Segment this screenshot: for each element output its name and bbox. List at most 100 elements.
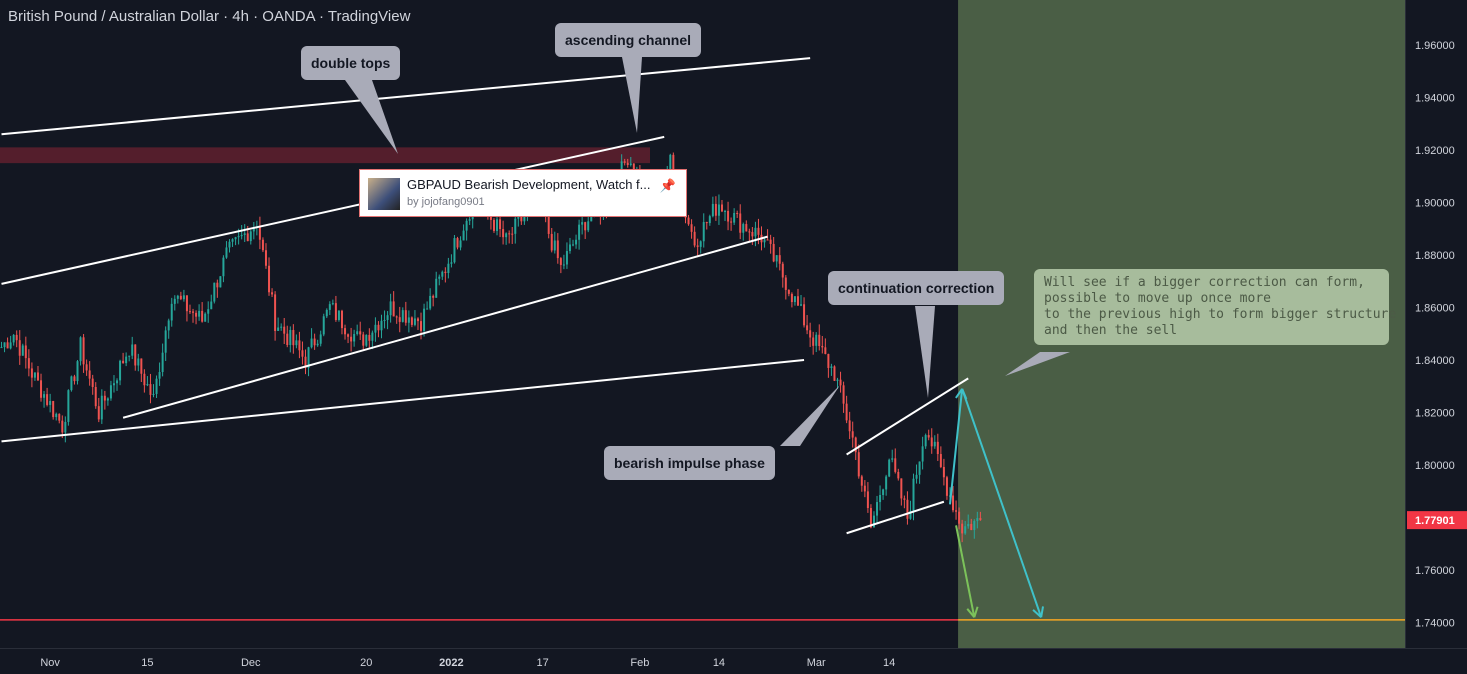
price-tick-label: 1.84000 <box>1415 355 1455 367</box>
candle-body <box>854 437 857 453</box>
candle-body <box>182 295 185 300</box>
projection-cyan-up <box>948 388 964 505</box>
candle-body <box>912 478 915 511</box>
candle-body <box>401 310 404 322</box>
projection-cyan-down <box>961 388 1043 618</box>
candle-body <box>763 239 766 243</box>
candle-body <box>362 334 365 346</box>
candle-body <box>517 215 520 219</box>
candle-body <box>243 233 246 235</box>
current-price-tag <box>1407 511 1467 530</box>
candle-body <box>784 277 787 290</box>
candle-body <box>43 394 46 398</box>
candle-body <box>88 370 91 379</box>
pin-icon[interactable]: 📌 <box>659 178 676 193</box>
candle-body <box>49 401 52 405</box>
candle-body <box>976 518 979 521</box>
candle-body <box>134 344 137 366</box>
price-tick-label: 1.74000 <box>1415 618 1455 630</box>
candle-body <box>225 247 228 258</box>
candle-body <box>565 251 568 265</box>
candle-body <box>568 244 571 252</box>
trendline-inner-lower <box>122 235 768 419</box>
candle-body <box>283 326 286 334</box>
candle-body <box>371 332 374 341</box>
candle-body <box>188 311 191 313</box>
candle-body <box>210 301 213 310</box>
candle-body <box>456 238 459 248</box>
candle-body <box>699 241 702 247</box>
candle-body <box>70 376 73 391</box>
candle-body <box>76 361 79 382</box>
candle-body <box>386 315 389 320</box>
candle-body <box>453 238 456 263</box>
candle-body <box>547 216 550 234</box>
candle-body <box>252 227 255 232</box>
candle-body <box>869 508 872 528</box>
candle-body <box>897 471 900 479</box>
candle-body <box>179 295 182 300</box>
candle-body <box>830 366 833 368</box>
candle-body <box>891 458 894 460</box>
candle-body <box>909 510 912 519</box>
candle-body <box>581 222 584 225</box>
idea-card[interactable]: GBPAUD Bearish Development, Watch f... b… <box>359 169 687 217</box>
candle-body <box>164 330 167 353</box>
candle-body <box>803 304 806 326</box>
candle-body <box>936 441 939 455</box>
candle-body <box>122 360 125 364</box>
candle-body <box>131 344 134 356</box>
candle-body <box>499 219 502 230</box>
candle-body <box>447 263 450 273</box>
candle-body <box>334 303 337 320</box>
candle-body <box>961 523 964 534</box>
candle-body <box>751 232 754 237</box>
candle-body <box>97 406 100 420</box>
arrowhead <box>966 608 976 618</box>
candle-body <box>693 231 696 246</box>
idea-title[interactable]: GBPAUD Bearish Development, Watch f... <box>407 177 651 192</box>
time-axis <box>0 648 1467 674</box>
candle-body <box>407 317 410 323</box>
candle-body <box>885 476 888 490</box>
candle-body <box>289 330 292 345</box>
candle-body <box>185 295 188 312</box>
candle-body <box>572 244 575 246</box>
candle-body <box>313 338 316 346</box>
candle-body <box>328 304 331 310</box>
candle-body <box>851 431 854 438</box>
time-tick-label: 15 <box>141 657 153 669</box>
candle-body <box>502 229 505 238</box>
candle-body <box>228 241 231 248</box>
candle-body <box>894 458 897 472</box>
candle-body <box>264 250 267 266</box>
candle-body <box>708 216 711 224</box>
price-tick-label: 1.80000 <box>1415 460 1455 472</box>
candle-body <box>325 309 328 317</box>
candle-body <box>587 221 590 231</box>
candle-body <box>590 216 593 222</box>
candle-body <box>350 336 353 342</box>
author-avatar <box>368 178 400 210</box>
candle-body <box>9 342 12 349</box>
candle-body <box>742 224 745 233</box>
candle-body <box>143 373 146 386</box>
candle-body <box>462 230 465 241</box>
candle-body <box>219 276 222 288</box>
candle-body <box>863 485 866 492</box>
idea-author[interactable]: by jojofang0901 <box>407 196 485 208</box>
candle-body <box>556 240 559 259</box>
candle-body <box>201 310 204 322</box>
candle-body <box>307 347 310 368</box>
candle-body <box>292 330 295 346</box>
candle-body <box>176 295 179 299</box>
candle-body <box>340 310 343 329</box>
current-price-label: 1.77901 <box>1415 515 1455 527</box>
candle-body <box>204 313 207 322</box>
candle-body <box>58 413 61 421</box>
candle-body <box>52 401 55 418</box>
candle-body <box>793 296 796 303</box>
candle-body <box>167 320 170 331</box>
candle-body <box>161 352 164 373</box>
